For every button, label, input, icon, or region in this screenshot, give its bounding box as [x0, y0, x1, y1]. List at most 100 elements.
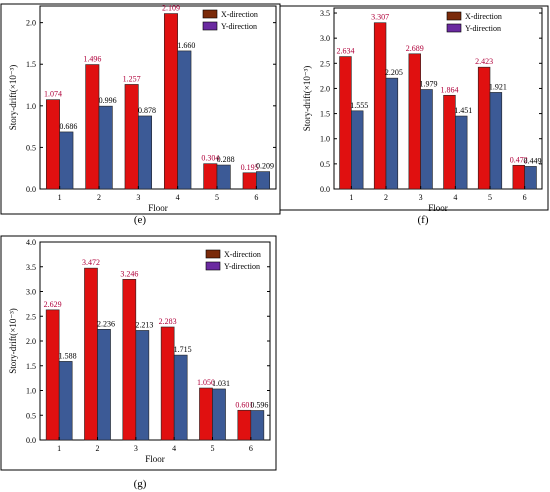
- data-label-y: 0.996: [99, 96, 117, 105]
- x-tick-label: 4: [172, 444, 176, 453]
- x-tick-label: 2: [96, 444, 100, 453]
- chart-panel-e: 0.0 0.5 1.0 1.5 2.0 Story-drift(×10⁻³) 1.074 0.…: [0, 3, 281, 226]
- data-label-x: 1.257: [123, 74, 141, 83]
- y-tick-label: 3.0: [26, 288, 36, 297]
- data-label-y: 2.213: [135, 320, 153, 329]
- y-tick-label: 1.0: [26, 387, 36, 396]
- data-label-x: 2.629: [44, 300, 62, 309]
- data-label-y: 0.878: [138, 106, 156, 115]
- bar-x-direction: [242, 172, 257, 190]
- x-tick-label: 4: [453, 193, 457, 202]
- legend-label: Y-direction: [221, 22, 257, 31]
- x-tick-label: 3: [419, 193, 423, 202]
- data-label-y: 0.449: [524, 156, 542, 165]
- data-label-x: 2.689: [406, 44, 424, 53]
- bar-x-direction: [512, 164, 525, 190]
- legend-label: X-direction: [221, 10, 258, 19]
- legend-swatch: [202, 9, 218, 19]
- y-tick-label: 2.0: [26, 19, 36, 28]
- bar-y-direction: [212, 388, 226, 441]
- y-tick-label: 3.5: [320, 9, 330, 18]
- x-tick-label: 1: [57, 444, 61, 453]
- y-tick-label: 0.5: [26, 411, 36, 420]
- bar-y-direction: [138, 115, 153, 190]
- data-label-y: 1.031: [212, 379, 230, 388]
- bar-y-direction: [250, 410, 265, 441]
- bar-x-direction: [122, 279, 137, 441]
- x-tick-label: 6: [523, 193, 527, 202]
- x-tick-label: 5: [215, 193, 219, 202]
- y-tick-label: 1.5: [26, 362, 36, 371]
- chart-panel-f: 0.0 0.5 1.0 1.5 2.0 2.5 3.0 3.5 Story-drift(×10⁻…: [279, 5, 549, 226]
- y-tick-label: 1.0: [26, 102, 36, 111]
- bar-y-direction: [420, 89, 433, 190]
- data-label-y: 0.288: [217, 155, 235, 164]
- data-label-x: 1.074: [44, 90, 62, 99]
- y-tick-label: 2.5: [320, 59, 330, 68]
- y-tick-label: 2.0: [26, 337, 36, 346]
- data-label-x: 0.195: [241, 163, 259, 172]
- x-tick-label: 6: [249, 444, 253, 453]
- data-label-y: 0.596: [250, 400, 268, 409]
- data-label-x: 1.050: [197, 378, 215, 387]
- bar-x-direction: [45, 309, 60, 441]
- data-label-x: 1.496: [83, 55, 101, 64]
- y-tick-label: 1.5: [320, 110, 330, 119]
- y-tick-label: 0.5: [320, 160, 330, 169]
- y-tick-label: 1.0: [320, 135, 330, 144]
- bar-y-direction: [256, 171, 271, 190]
- bar-x-direction: [45, 99, 60, 190]
- data-label-y: 1.451: [454, 106, 472, 115]
- legend-label: Y-direction: [465, 24, 501, 33]
- bar-y-direction: [385, 77, 399, 190]
- bar-y-direction: [58, 361, 73, 441]
- x-tick-label: 4: [176, 193, 180, 202]
- y-tick-label: 3.5: [26, 263, 36, 272]
- bar-x-direction: [160, 326, 175, 441]
- data-label-x: 3.307: [371, 13, 389, 22]
- data-label-y: 0.686: [59, 122, 77, 131]
- plot-area-border: [39, 241, 271, 441]
- y-axis-label: Story-drift(×10⁻³): [8, 65, 18, 131]
- x-tick-label: 5: [211, 444, 215, 453]
- y-axis-label: Story-drift(×10⁻³): [8, 308, 18, 374]
- y-tick-label: 3.0: [320, 34, 330, 43]
- y-tick-label: 0.0: [26, 436, 36, 445]
- data-label-y: 0.209: [256, 162, 274, 171]
- bar-x-direction: [408, 53, 421, 190]
- data-label-x: 2.634: [336, 47, 354, 56]
- bar-x-direction: [163, 13, 178, 190]
- data-label-x: 3.472: [82, 258, 100, 267]
- bar-y-direction: [59, 131, 74, 190]
- y-tick-label: 4.0: [26, 238, 36, 247]
- bar-x-direction: [373, 22, 387, 190]
- data-label-x: 1.864: [440, 85, 458, 94]
- bar-x-direction: [203, 163, 218, 190]
- data-label-y: 1.588: [59, 351, 77, 360]
- data-label-x: 0.472: [510, 155, 528, 164]
- data-label-y: 2.236: [97, 319, 115, 328]
- legend-label: X-direction: [224, 250, 261, 259]
- data-label-x: 2.283: [159, 317, 177, 326]
- chart-panel-g: 0.0 0.5 1.0 1.5 2.0 2.5 3.0 3.5 4.0 Story-drift(×…: [0, 235, 277, 490]
- panel-label: (g): [134, 478, 147, 490]
- bar-x-direction: [124, 84, 139, 190]
- bar-y-direction: [351, 110, 364, 190]
- y-axis-label: Story-drift(×10⁻³): [302, 66, 312, 132]
- data-label-y: 1.921: [489, 82, 507, 91]
- bar-y-direction: [455, 115, 468, 190]
- legend-swatch: [446, 23, 462, 33]
- data-label-x: 2.423: [475, 57, 493, 66]
- data-label-x: 3.246: [120, 269, 138, 278]
- x-tick-label: 2: [384, 193, 388, 202]
- x-tick-label: 6: [254, 193, 258, 202]
- x-axis-label: Floor: [148, 203, 168, 213]
- data-label-x: 2.109: [162, 4, 180, 13]
- data-label-y: 1.660: [177, 41, 195, 50]
- panel-label: (f): [418, 214, 429, 226]
- bar-x-direction: [85, 64, 100, 190]
- y-tick-label: 2.5: [26, 312, 36, 321]
- bar-y-direction: [97, 329, 111, 441]
- panel-frame: [0, 235, 277, 471]
